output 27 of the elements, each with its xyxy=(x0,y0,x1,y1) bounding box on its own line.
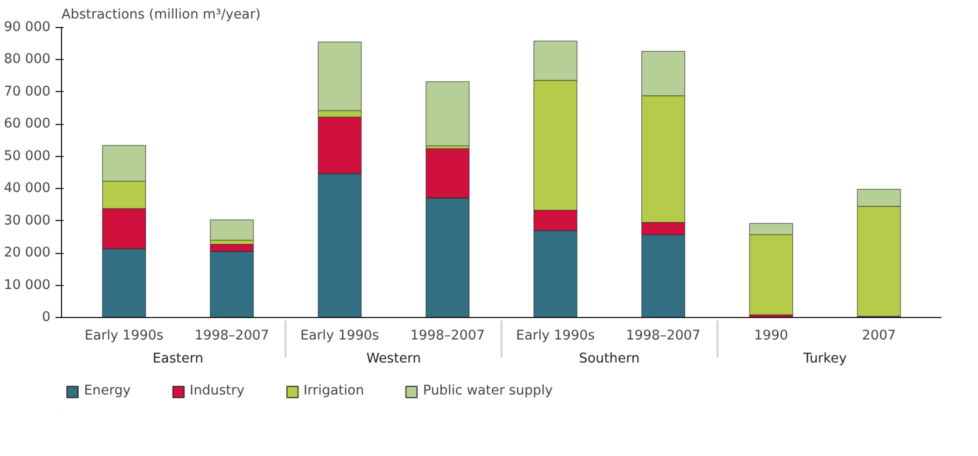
x-tick-label: 1998–2007 xyxy=(626,328,701,344)
y-tick-label: 60 000 xyxy=(4,116,51,132)
y-tick-label: 50 000 xyxy=(4,148,51,164)
text: Eastern xyxy=(152,352,204,366)
y-tick-label: 80 000 xyxy=(4,52,51,68)
x-tick-label: 1990 xyxy=(754,328,788,344)
y-tick-label: 90 000 xyxy=(4,20,51,35)
y-tick-label: 40 000 xyxy=(4,181,51,196)
x-tick-label: 1998–2007 xyxy=(194,328,270,344)
legend-label: Public water supply xyxy=(423,384,553,398)
x-tick-label: 2007 xyxy=(862,328,896,344)
x-tick-label: Early 1990s xyxy=(516,328,595,344)
x-tick-label: 1998–2007 xyxy=(410,328,485,344)
text: Western xyxy=(366,352,421,366)
y-axis-title: Abstractions (million m³/year) xyxy=(62,8,261,22)
text: Southern xyxy=(579,352,640,366)
y-tick-label: 20 000 xyxy=(4,246,51,261)
y-tick-label: 30 000 xyxy=(4,213,51,228)
y-tick-label: 0 xyxy=(42,310,51,325)
y-tick-label: 70 000 xyxy=(4,84,51,100)
x-tick-label: Early 1990s xyxy=(84,328,164,344)
x-tick-label: Early 1990s xyxy=(300,328,380,344)
y-tick-label: 10 000 xyxy=(4,278,51,293)
legend-label: Industry xyxy=(190,384,244,398)
legend-label: Irrigation xyxy=(304,384,364,398)
legend-label: Energy xyxy=(84,384,131,398)
text: Turkey xyxy=(802,352,847,366)
